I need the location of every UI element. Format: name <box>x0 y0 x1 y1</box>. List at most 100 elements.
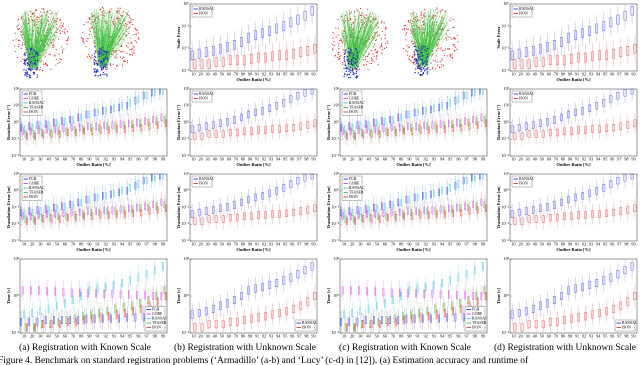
x-tick-label: 80 <box>79 241 83 246</box>
point <box>83 38 84 39</box>
point <box>24 53 25 54</box>
point <box>351 70 352 71</box>
point <box>131 43 132 44</box>
point <box>132 48 133 49</box>
point <box>432 68 433 69</box>
point-cloud-image <box>332 7 459 78</box>
point <box>407 51 408 52</box>
point <box>94 71 95 72</box>
point <box>435 55 436 56</box>
point <box>57 63 58 64</box>
y-tick-label: 10² <box>184 256 190 261</box>
point <box>344 73 345 74</box>
x-tick-label: 97 <box>617 71 621 76</box>
x-tick-label: 50 <box>55 333 59 338</box>
point <box>37 67 38 68</box>
point <box>355 48 356 49</box>
point <box>439 67 440 68</box>
legend-label: RANSAC <box>199 7 215 11</box>
point <box>36 51 37 52</box>
point <box>449 53 450 54</box>
x-tick-label: 96 <box>456 333 460 338</box>
legend-label: RANSAC <box>349 101 365 105</box>
point <box>105 58 106 59</box>
point <box>107 59 108 60</box>
point <box>94 46 95 47</box>
point <box>52 47 53 48</box>
point <box>384 48 385 49</box>
x-tick-label: 30 <box>206 71 210 76</box>
x-tick-label: 60 <box>227 241 231 246</box>
point <box>427 53 428 54</box>
x-tick-label: 70 <box>234 333 238 338</box>
x-tick-label: 96 <box>456 241 460 246</box>
point <box>29 77 30 78</box>
point <box>373 46 374 47</box>
legend-label: FGR <box>152 307 160 311</box>
point <box>104 73 105 74</box>
x-tick-label: 91 <box>95 241 99 246</box>
point <box>58 53 59 54</box>
point <box>126 12 127 13</box>
x-tick-label: 95 <box>283 333 287 338</box>
point <box>421 11 422 12</box>
point <box>453 44 454 45</box>
point <box>348 48 349 49</box>
caption: (a) Registration with Known Scale <box>19 342 151 353</box>
x-tick-label: 91 <box>575 241 579 246</box>
point <box>97 75 98 76</box>
point <box>132 54 133 55</box>
point <box>446 39 447 40</box>
point <box>94 53 95 54</box>
point <box>348 71 349 72</box>
x-tick-label: 10 <box>511 71 515 76</box>
point <box>102 64 103 65</box>
point <box>53 45 54 46</box>
point <box>27 74 28 75</box>
point <box>28 59 29 60</box>
point <box>98 54 99 55</box>
point <box>105 68 106 69</box>
x-tick-label: 40 <box>213 156 217 161</box>
legend-label: ISON <box>302 325 311 329</box>
point <box>348 63 349 64</box>
x-tick-label: 90 <box>248 71 252 76</box>
point <box>129 49 130 50</box>
x-tick-label: 92 <box>262 333 266 338</box>
x-tick-label: 99 <box>161 241 165 246</box>
point <box>115 56 116 57</box>
point <box>356 9 357 10</box>
point <box>132 52 133 53</box>
legend-label: TEASER <box>152 321 167 325</box>
x-tick-label: 90 <box>87 333 91 338</box>
point <box>340 55 341 56</box>
point <box>32 66 33 67</box>
x-tick-label: 90 <box>568 333 572 338</box>
point <box>61 59 62 60</box>
point <box>62 50 63 51</box>
point <box>356 73 357 74</box>
x-tick-label: 80 <box>241 71 245 76</box>
x-tick-label: 80 <box>399 156 403 161</box>
caption: (c) Registration with Known Scale <box>339 342 471 353</box>
point <box>117 8 118 9</box>
point <box>124 60 125 61</box>
x-tick-label: 40 <box>213 241 217 246</box>
point <box>41 15 42 16</box>
point <box>381 46 382 47</box>
point <box>417 64 418 65</box>
point <box>337 19 338 20</box>
point <box>86 41 87 42</box>
point <box>349 53 350 54</box>
point <box>32 63 33 64</box>
point <box>376 55 377 56</box>
point <box>424 9 425 10</box>
x-tick-label: 70 <box>71 241 75 246</box>
point <box>418 72 419 73</box>
caption: (d) Registration with Unknown Scale <box>494 342 636 353</box>
point <box>454 50 455 51</box>
y-axis-label: Time [s] <box>496 288 501 304</box>
x-tick-label: 90 <box>568 156 572 161</box>
point <box>420 55 421 56</box>
point <box>122 58 123 59</box>
